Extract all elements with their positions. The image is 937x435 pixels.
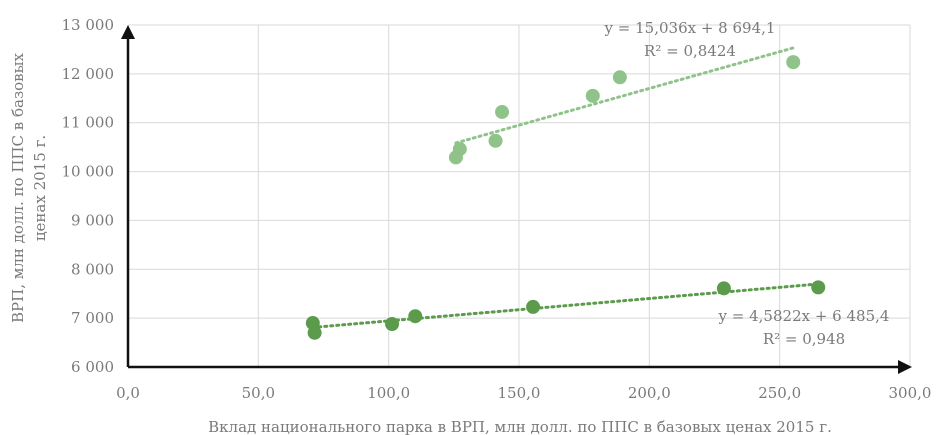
tick-labels: 0,0 50,0 100,0 150,0 200,0 250,0 300,0 6 000 7 0… [62, 16, 932, 402]
data-point [811, 280, 826, 295]
x-tick-label: 50,0 [242, 384, 275, 402]
trendline-equation-2: y = 4,5822x + 6 485,4 [718, 307, 890, 325]
data-point [307, 325, 322, 340]
data-point [495, 104, 510, 119]
data-point [786, 55, 801, 70]
y-axis-title-line-2: ценах 2015 г. [31, 135, 49, 241]
trendline-equation-1: y = 15,036x + 8 694,1 [604, 19, 776, 37]
y-tick-label: 10 000 [62, 163, 115, 181]
data-point [716, 281, 731, 296]
data-point [408, 309, 423, 324]
y-tick-label: 7 000 [71, 309, 114, 327]
x-tick-label: 300,0 [889, 384, 932, 402]
grid-lines [128, 24, 911, 367]
data-point [612, 70, 627, 85]
data-points [305, 55, 826, 340]
y-axis-title-line-1: ВРП, млн долл. по ППС в базовых [9, 52, 27, 323]
x-axis-title: Вклад национального парка в ВРП, млн дол… [208, 418, 832, 435]
data-point [585, 88, 600, 103]
y-tick-label: 12 000 [62, 65, 115, 83]
data-point [385, 317, 400, 332]
y-tick-label: 11 000 [62, 114, 115, 132]
data-point [526, 299, 541, 314]
y-axis-arrow [121, 25, 135, 39]
y-tick-label: 13 000 [62, 16, 115, 34]
trendline-r2-2: R² = 0,948 [763, 330, 845, 348]
x-tick-label: 200,0 [628, 384, 671, 402]
axes [121, 25, 912, 374]
trendline-r2-1: R² = 0,8424 [644, 42, 736, 60]
data-point [452, 142, 467, 157]
y-tick-label: 9 000 [71, 211, 114, 229]
x-tick-label: 100,0 [367, 384, 410, 402]
x-tick-label: 0,0 [116, 384, 140, 402]
x-axis-arrow [898, 360, 912, 374]
x-tick-label: 150,0 [498, 384, 541, 402]
data-point [488, 133, 503, 148]
y-tick-label: 8 000 [71, 260, 114, 278]
y-axis-title: ВРП, млн долл. по ППС в базовых ценах 20… [9, 52, 49, 323]
x-tick-label: 250,0 [758, 384, 801, 402]
trendline-1 [454, 46, 795, 145]
y-tick-label: 6 000 [71, 358, 114, 376]
